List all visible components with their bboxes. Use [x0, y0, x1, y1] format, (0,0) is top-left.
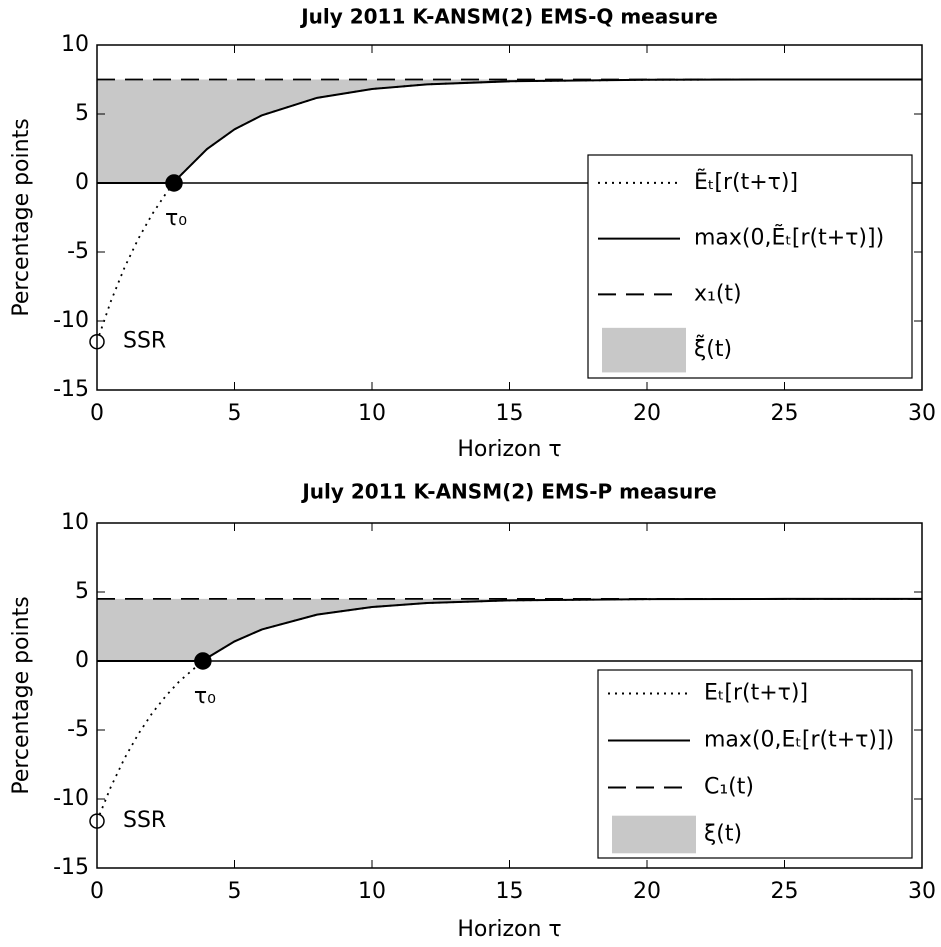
- y-tick-label: -5: [67, 717, 89, 742]
- x-tick-label: 10: [358, 879, 386, 904]
- legend-swatch: [602, 327, 686, 373]
- chart-title: July 2011 K-ANSM(2) EMS-P measure: [300, 480, 716, 504]
- legend-label: x₁(t): [694, 281, 742, 306]
- y-tick-label: -10: [53, 786, 89, 811]
- series-line: [97, 597, 922, 662]
- y-axis-label: Percentage points: [9, 118, 34, 316]
- x-tick-label: 0: [90, 879, 104, 904]
- marker-label: SSR: [123, 808, 166, 833]
- chart-title: July 2011 K-ANSM(2) EMS-Q measure: [299, 5, 718, 29]
- y-tick-label: 5: [75, 579, 89, 604]
- y-tick-label: 5: [75, 101, 89, 126]
- x-tick-label: 10: [358, 401, 386, 426]
- x-tick-label: 20: [633, 401, 661, 426]
- marker: [194, 652, 212, 670]
- x-tick-label: 0: [90, 401, 104, 426]
- x-tick-label: 15: [496, 401, 524, 426]
- x-axis-label: Horizon τ: [457, 437, 561, 462]
- x-tick-label: 5: [228, 879, 242, 904]
- series-line: [97, 78, 922, 184]
- y-tick-label: 10: [61, 510, 89, 535]
- legend-label: Eₜ[r(t+τ)]: [704, 681, 808, 706]
- legend-swatch: [612, 815, 696, 854]
- marker: [165, 174, 183, 192]
- legend-label: ξ(t): [704, 822, 742, 847]
- x-tick-label: 30: [908, 879, 936, 904]
- y-axis-label: Percentage points: [9, 596, 34, 794]
- y-tick-label: -10: [53, 308, 89, 333]
- x-tick-label: 25: [771, 401, 799, 426]
- y-tick-label: 10: [61, 32, 89, 57]
- marker-label: τ₀: [165, 206, 187, 231]
- x-tick-label: 20: [633, 879, 661, 904]
- legend-label: max(0,Eₜ[r(t+τ)]): [704, 728, 894, 753]
- y-tick-label: -5: [67, 239, 89, 264]
- y-tick-label: -15: [53, 377, 89, 402]
- y-tick-label: 0: [75, 648, 89, 673]
- y-tick-label: -15: [53, 855, 89, 880]
- x-tick-label: 15: [496, 879, 524, 904]
- x-axis-label: Horizon τ: [457, 917, 561, 942]
- legend-box: [587, 154, 913, 379]
- y-tick-label: 0: [75, 170, 89, 195]
- legend-label: max(0,Ẽₜ[r(t+τ)]): [694, 224, 884, 251]
- marker-label: SSR: [123, 329, 166, 354]
- x-tick-label: 5: [228, 401, 242, 426]
- shaded-area: [97, 79, 922, 183]
- x-tick-label: 30: [908, 401, 936, 426]
- shaded-area: [97, 598, 922, 661]
- legend-label: C₁(t): [704, 775, 754, 800]
- marker-label: τ₀: [194, 684, 216, 709]
- x-tick-label: 25: [771, 879, 799, 904]
- series-line: [96, 598, 922, 822]
- series-line: [96, 78, 922, 342]
- legend-label: Ẽₜ[r(t+τ)]: [694, 168, 798, 195]
- legend-label: ξ̃(t): [694, 334, 732, 362]
